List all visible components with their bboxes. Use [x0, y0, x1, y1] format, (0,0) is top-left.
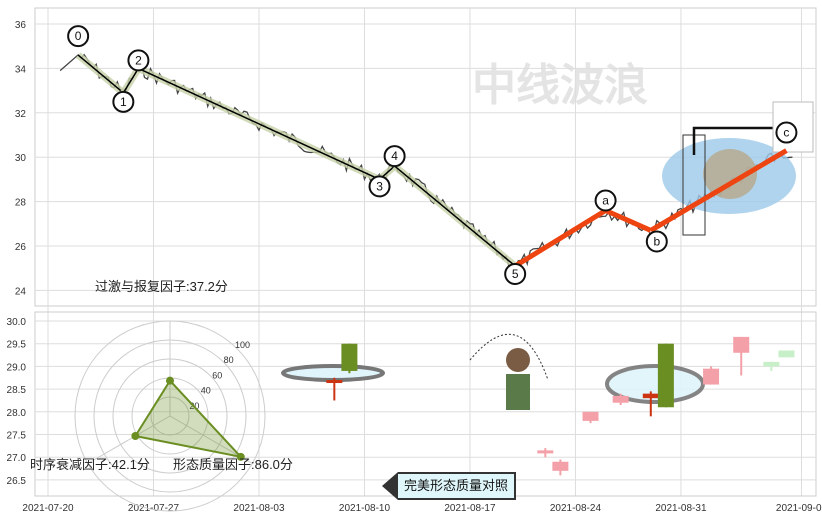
candle-body	[763, 361, 780, 367]
radar-point	[131, 431, 140, 440]
wave-marker	[504, 262, 527, 285]
pointer-line	[692, 126, 775, 155]
wave-marker	[383, 145, 406, 168]
x-tick-label: 2021-08-10	[339, 503, 391, 514]
wave-marker	[594, 189, 617, 212]
pattern-ring	[605, 364, 705, 404]
mascot-rope	[469, 333, 549, 381]
wave-segment	[394, 165, 516, 267]
y-tick-label: 29.5	[7, 340, 27, 351]
candle-body	[582, 411, 599, 421]
candle-body	[703, 368, 720, 385]
y-tick-label: 28.0	[7, 408, 27, 419]
candle-body	[341, 343, 358, 371]
wave-segment	[649, 148, 788, 233]
radar-tick-label: 60	[212, 370, 222, 380]
x-tick-label: 2021-07-20	[22, 503, 74, 514]
x-tick-label: 2021-08-17	[444, 503, 496, 514]
wave-marker	[127, 49, 150, 72]
radar-point	[236, 452, 245, 461]
y-tick-label: 27.0	[7, 453, 27, 464]
wave-segment	[122, 68, 140, 94]
candle-body	[537, 450, 554, 454]
radar-axis	[87, 415, 171, 464]
candle-body	[552, 461, 569, 471]
y-tick-label: 28.5	[7, 385, 27, 396]
mascot-icon	[506, 348, 530, 372]
wave-label: a	[602, 193, 609, 207]
watermark: 中线波浪	[472, 61, 648, 110]
radar-area	[133, 379, 244, 459]
radar-tick-label: 40	[201, 386, 211, 396]
arrow-left-icon	[382, 472, 398, 500]
candle-body	[642, 393, 659, 399]
radar-point	[166, 376, 174, 385]
y-tick-label: 29.0	[7, 362, 27, 373]
y-tick-label: 30.0	[7, 317, 27, 328]
wave-marker	[67, 25, 90, 48]
wave-marker	[368, 175, 391, 198]
wave-marker	[775, 121, 798, 144]
wave-segment	[513, 208, 607, 269]
wave-marker	[112, 90, 135, 113]
candle-body	[657, 343, 674, 408]
y-tick-label: 27.5	[7, 431, 27, 442]
y-tick-label: 26.5	[7, 476, 27, 487]
wave-segment	[138, 67, 380, 181]
radar-label-left: 时序衰减因子:42.1分	[30, 457, 150, 472]
wave-label: 3	[376, 179, 383, 193]
wave-segment	[77, 54, 124, 94]
pattern-ring	[281, 364, 385, 382]
y-tick-label: 30	[15, 153, 27, 164]
wave-label: c	[783, 126, 789, 140]
y-tick-label: 26	[15, 242, 27, 253]
bottom-panel	[34, 311, 817, 497]
radar-label-right: 形态质量因子:86.0分	[173, 457, 293, 472]
wave-label: 2	[135, 53, 142, 67]
x-tick-label: 2021-08-31	[655, 503, 707, 514]
mascot-body	[506, 374, 530, 410]
wave-label: 5	[512, 267, 519, 281]
radar-tick-label: 100	[235, 340, 250, 350]
target-core	[703, 149, 757, 199]
wave-label: b	[653, 234, 660, 248]
x-tick-label: 2021-09-08	[776, 503, 822, 514]
y-tick-label: 36	[15, 20, 27, 31]
y-tick-label: 34	[15, 64, 27, 75]
candle-body	[733, 336, 750, 353]
x-tick-label: 2021-08-24	[550, 503, 602, 514]
wave-label: 0	[75, 29, 82, 43]
y-tick-label: 32	[15, 109, 27, 120]
compare-button[interactable]: 完美形态质量对照	[382, 472, 517, 500]
wave-marker	[645, 230, 668, 253]
candle-body	[326, 380, 343, 384]
wave-segment	[604, 208, 652, 233]
x-tick-label: 2021-08-03	[233, 503, 285, 514]
y-tick-label: 28	[15, 198, 27, 209]
y-tick-label: 24	[15, 286, 27, 297]
x-tick-label: 2021-07-27	[128, 503, 180, 514]
compare-button-label: 完美形态质量对照	[398, 472, 517, 500]
candle-body	[778, 350, 795, 358]
radar-label-top: 过激与报复因子:37.2分	[95, 279, 228, 294]
candle-body	[612, 395, 629, 403]
wave-label: 1	[120, 95, 127, 109]
wave-label: 4	[391, 149, 398, 163]
radar-tick-label: 80	[224, 355, 234, 365]
